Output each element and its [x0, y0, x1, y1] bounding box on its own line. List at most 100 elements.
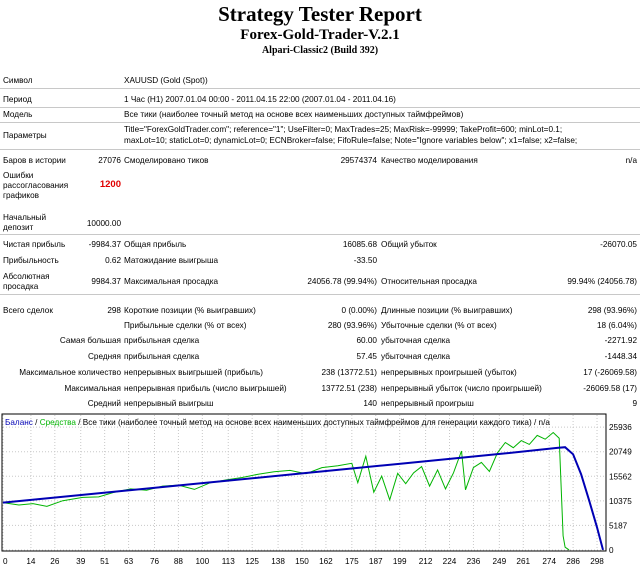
legend-separator: / — [33, 418, 40, 427]
x-tick-label: 187 — [369, 557, 383, 566]
avg-cons-losses-label: непрерывный проигрыш — [381, 399, 474, 408]
long-positions-value: 298 (93.96%) — [587, 306, 637, 315]
x-tick-label: 286 — [566, 557, 580, 566]
separator — [0, 107, 640, 108]
deposit-value: 10000.00 — [86, 219, 121, 228]
gross-loss-value: -26070.05 — [600, 240, 637, 249]
errors-label-1: Ошибки — [3, 171, 34, 180]
profit-trades-label: Прибыльные сделки (% от всех) — [124, 321, 247, 330]
max-cons-losses-value: 17 (-26069.58) — [583, 368, 637, 377]
profit-factor-label: Прибыльность — [3, 256, 59, 265]
y-tick-label: 15562 — [609, 472, 632, 481]
average-profit-label: прибыльная сделка — [124, 352, 200, 361]
long-positions-label: Длинные позиции (% выигравших) — [381, 306, 513, 315]
ticks-value: 29574374 — [340, 156, 377, 165]
avg-cons-losses-value: 9 — [632, 399, 637, 408]
x-tick-label: 63 — [124, 557, 134, 566]
avg-cons-label: Средний — [87, 399, 121, 408]
max-drawdown-label: Максимальная просадка — [124, 277, 219, 286]
x-tick-label: 125 — [245, 557, 259, 566]
max-cons-loss-value: -26069.58 (17) — [583, 384, 637, 393]
quality-value: n/a — [625, 156, 637, 165]
largest-label: Самая большая — [59, 336, 121, 345]
bars-label: Баров в истории — [3, 156, 66, 165]
y-tick-label: 10375 — [609, 497, 632, 506]
x-tick-label: 14 — [26, 557, 36, 566]
largest-profit-value: 60.00 — [356, 336, 378, 345]
model-label: Модель — [3, 110, 33, 119]
report-title: Strategy Tester Report — [218, 2, 422, 26]
chart-legend: Баланс / Средства / Все тики (наиболее т… — [5, 418, 550, 427]
separator — [0, 122, 640, 123]
gross-profit-value: 16085.68 — [342, 240, 377, 249]
separator — [0, 294, 640, 295]
y-axis-labels: 0 5187 10375 15562 20749 25936 — [609, 423, 632, 555]
rel-drawdown-value: 99.94% (24056.78) — [567, 277, 637, 286]
x-tick-label: 175 — [345, 557, 359, 566]
largest-loss-value: -2271.92 — [604, 336, 637, 345]
x-tick-label: 138 — [271, 557, 285, 566]
errors-label-2: рассогласования — [3, 181, 69, 190]
errors-label-3: графиков — [3, 191, 39, 200]
quality-label: Качество моделирования — [381, 156, 478, 165]
separator — [0, 234, 640, 235]
deposit-label-1: Начальный — [3, 213, 47, 222]
avg-cons-wins-label: непрерывный выигрыш — [124, 399, 214, 408]
expected-payoff-value: -33.50 — [353, 256, 377, 265]
max-cons-profit-value: 13772.51 (238) — [321, 384, 377, 393]
x-tick-label: 224 — [443, 557, 457, 566]
x-tick-label: 39 — [76, 557, 86, 566]
ticks-label: Смоделировано тиков — [124, 156, 209, 165]
max-cons-loss-label: непрерывный убыток (число проигрышей) — [381, 384, 542, 393]
period-value: 1 Час (H1) 2007.01.04 00:00 - 2011.04.15… — [124, 95, 396, 104]
x-tick-label: 162 — [319, 557, 333, 566]
x-tick-label: 199 — [393, 557, 407, 566]
profit-factor-value: 0.62 — [105, 256, 121, 265]
x-tick-label: 274 — [542, 557, 556, 566]
max-cons-wins-value: 238 (13772.51) — [321, 368, 377, 377]
deposit-label-2: депозит — [3, 223, 34, 232]
ea-name: Forex-Gold-Trader-V.2.1 — [240, 27, 400, 43]
profit-trades-value: 280 (93.96%) — [327, 321, 377, 330]
x-tick-label: 249 — [493, 557, 507, 566]
abs-drawdown-value: 9984.37 — [91, 277, 121, 286]
gross-loss-label: Общий убыток — [381, 240, 437, 249]
y-tick-label: 25936 — [609, 423, 632, 432]
y-tick-label: 0 — [609, 546, 614, 555]
x-tick-label: 51 — [100, 557, 110, 566]
balance-chart: Баланс / Средства / Все тики (наиболее т… — [1, 413, 632, 566]
x-tick-label: 0 — [3, 557, 8, 566]
max-cons-profit-label: непрерывная прибыль (число выигрышей) — [124, 384, 287, 393]
max-cons-losses-label: непрерывных проигрышей (убыток) — [381, 368, 517, 377]
y-tick-label: 20749 — [609, 448, 632, 457]
legend-balance: Баланс — [5, 418, 33, 427]
symbol-label: Символ — [3, 76, 33, 85]
max-drawdown-value: 24056.78 (99.94%) — [307, 277, 377, 286]
average-profit-value: 57.45 — [356, 352, 378, 361]
y-tick-label: 5187 — [609, 521, 628, 530]
period-label: Период — [3, 95, 32, 104]
max-cons-wins-label: непрерывных выигрышей (прибыль) — [124, 368, 264, 377]
average-label: Средняя — [87, 352, 121, 361]
maximal-label: Максимальная — [64, 384, 121, 393]
separator — [0, 149, 640, 150]
average-loss-value: -1448.34 — [604, 352, 637, 361]
errors-value: 1200 — [99, 179, 121, 190]
bars-value: 27076 — [98, 156, 121, 165]
balance-line — [2, 446, 604, 551]
x-tick-label: 76 — [150, 557, 160, 566]
x-tick-label: 26 — [50, 557, 60, 566]
short-positions-label: Короткие позиции (% выигравших) — [124, 306, 256, 315]
largest-profit-label: прибыльная сделка — [124, 336, 200, 345]
x-tick-label: 236 — [467, 557, 481, 566]
chart-grid — [2, 415, 605, 551]
gross-profit-label: Общая прибыль — [124, 240, 187, 249]
params-line-2: maxLot=10; staticLot=0; dynamicLot=0; EC… — [124, 136, 578, 145]
net-profit-value: -9984.37 — [88, 240, 121, 249]
total-trades-value: 298 — [107, 306, 121, 315]
x-tick-label: 212 — [419, 557, 433, 566]
legend-description: / Все тики (наиболее точный метод на осн… — [76, 418, 550, 427]
x-axis-labels: 0 14 26 39 51 63 76 88 100 113 125 138 150 162 175 187 1… — [3, 557, 604, 566]
x-tick-label: 150 — [295, 557, 309, 566]
x-tick-label: 261 — [516, 557, 530, 566]
